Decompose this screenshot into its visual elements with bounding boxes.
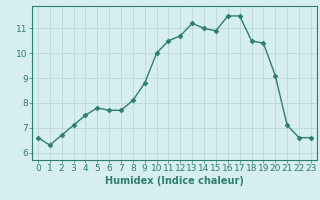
X-axis label: Humidex (Indice chaleur): Humidex (Indice chaleur) [105, 176, 244, 186]
